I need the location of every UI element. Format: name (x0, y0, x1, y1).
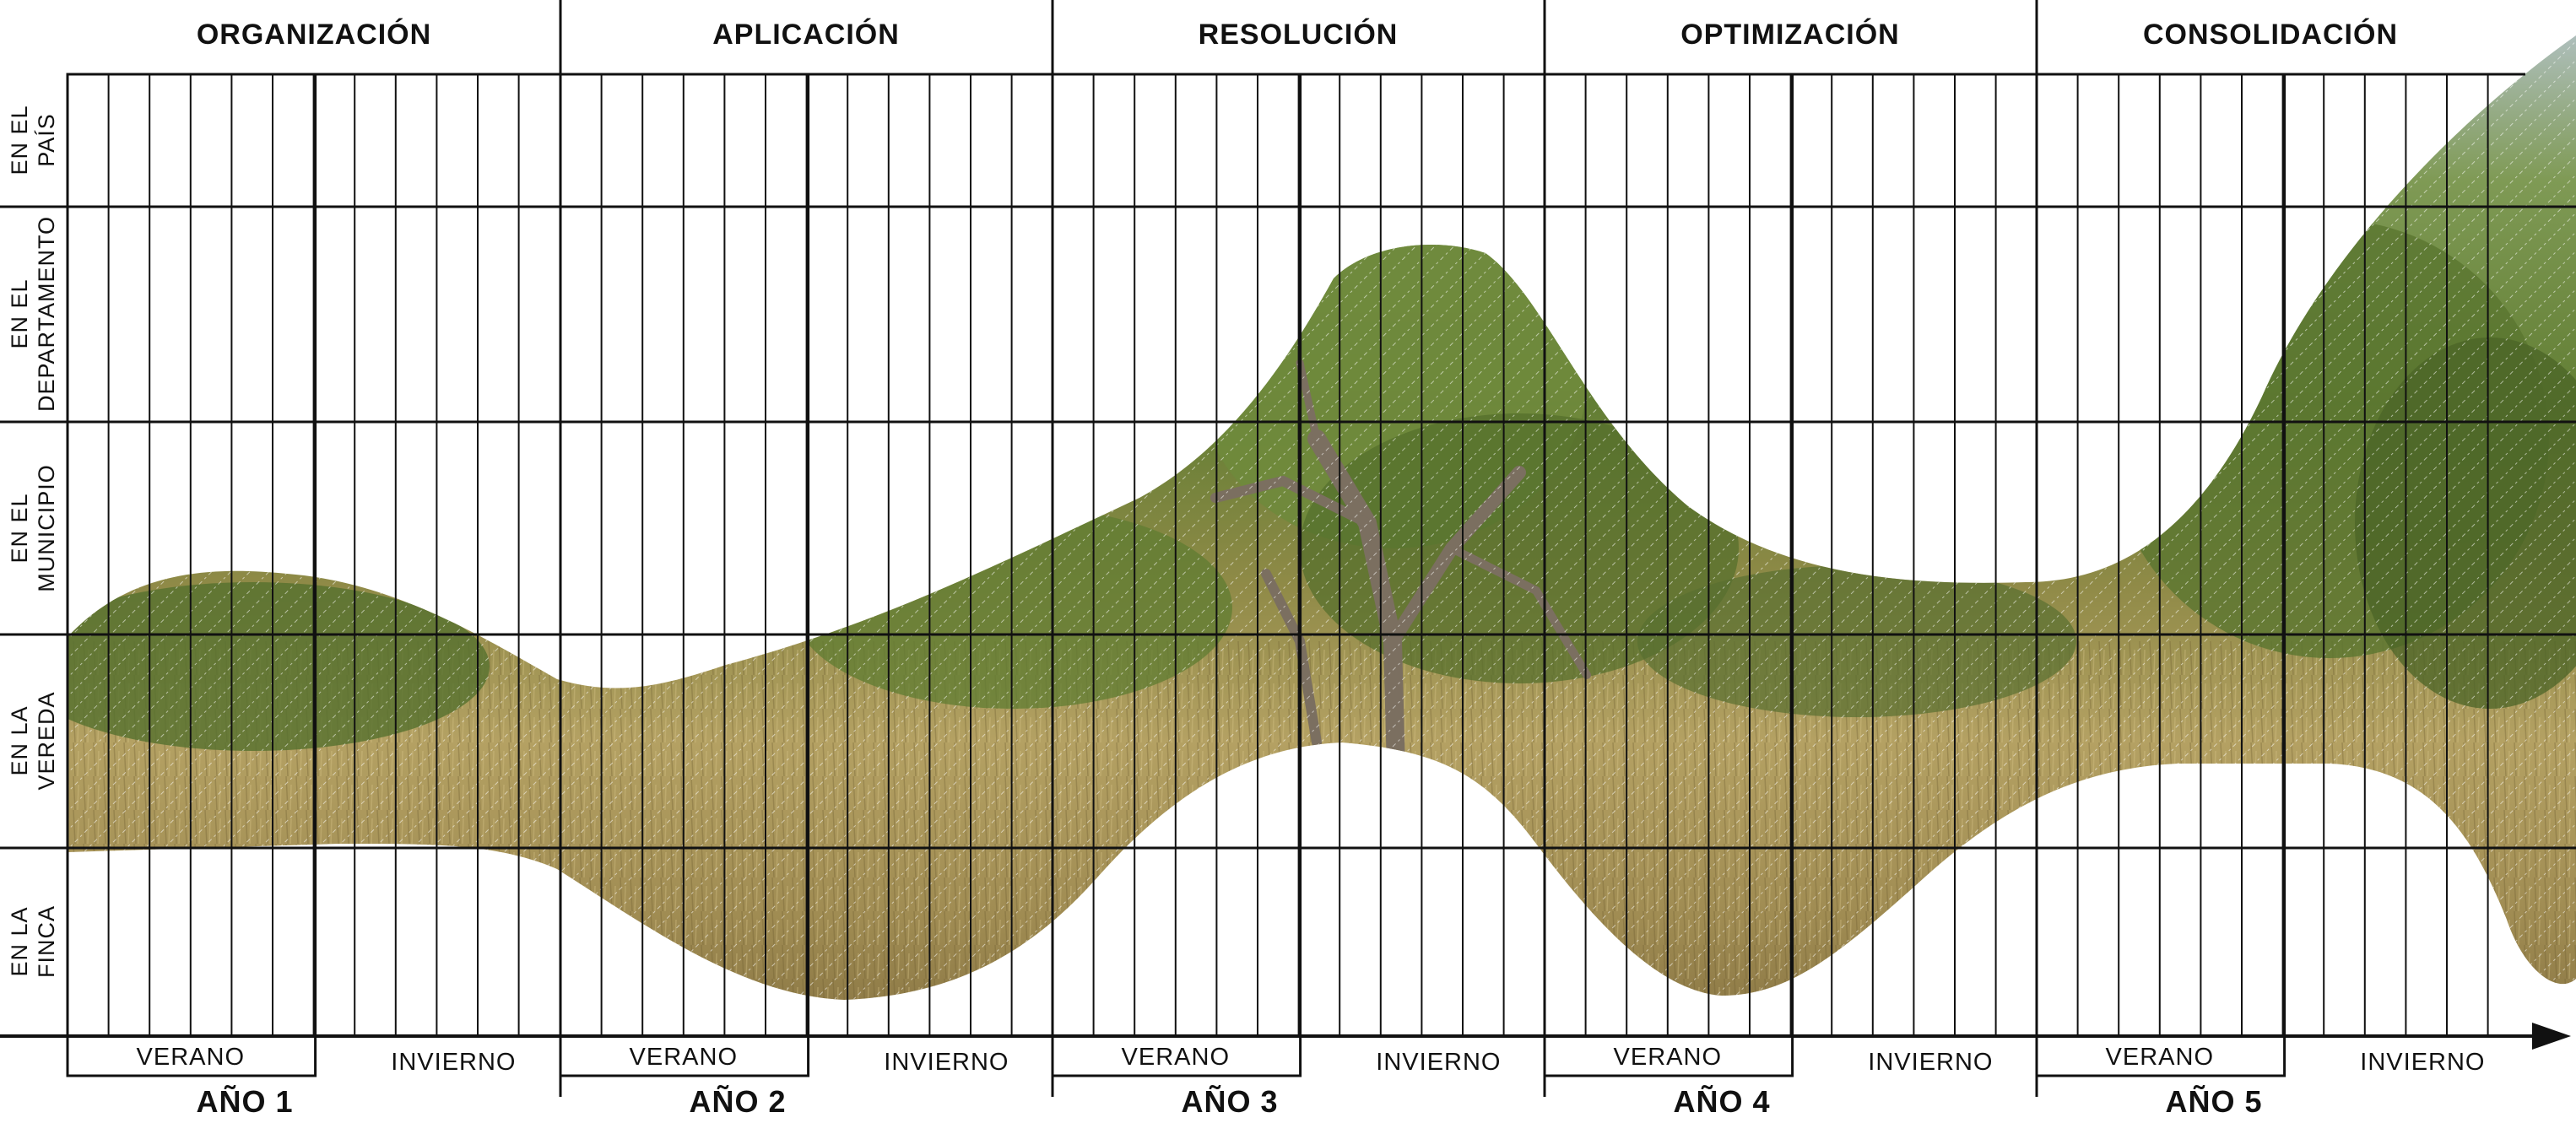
level-label-line1: EN EL (7, 105, 32, 175)
level-label-line2: MUNICIPIO (34, 464, 59, 592)
season-summer-label: VERANO (1614, 1044, 1722, 1071)
season-winter-label: INVIERNO (391, 1049, 516, 1076)
season-winter-label: INVIERNO (884, 1049, 1009, 1076)
level-label-line2: VEREDA (34, 691, 59, 790)
year-label: AÑO 4 (1673, 1083, 1770, 1119)
year-label: AÑO 5 (2165, 1083, 2262, 1119)
phase-label: RESOLUCIÓN (1199, 19, 1399, 51)
level-label: EN LA FINCA (7, 905, 59, 978)
season-winter-label: INVIERNO (1376, 1049, 1501, 1076)
level-label: EN LA VEREDA (7, 691, 59, 790)
year-label: AÑO 2 (689, 1083, 786, 1119)
season-summer-label: VERANO (1122, 1044, 1230, 1071)
year-label: AÑO 1 (196, 1083, 293, 1119)
season-summer-label: VERANO (630, 1044, 738, 1071)
level-label-line1: EN EL (7, 278, 32, 348)
level-label: EN EL PAÍS (7, 105, 59, 175)
level-label: EN EL MUNICIPIO (7, 464, 59, 592)
level-label-line2: DEPARTAMENTO (34, 216, 59, 412)
phase-label: APLICACIÓN (712, 19, 900, 51)
labels: ORGANIZACIÓN APLICACIÓN RESOLUCIÓN OPTIMIZA… (7, 19, 2485, 1119)
year-label: AÑO 3 (1181, 1083, 1278, 1119)
level-label-line1: EN LA (7, 906, 32, 976)
level-label-line1: EN LA (7, 705, 32, 775)
phase-label: CONSOLIDACIÓN (2143, 19, 2398, 51)
level-label: EN EL DEPARTAMENTO (7, 216, 59, 412)
season-summer-label: VERANO (137, 1044, 245, 1071)
phase-label: OPTIMIZACIÓN (1680, 19, 1899, 51)
grid (0, 0, 2576, 1097)
level-label-line2: PAÍS (34, 113, 59, 167)
season-winter-label: INVIERNO (1868, 1049, 1993, 1076)
arrow-right-icon (2532, 1023, 2571, 1050)
level-label-line1: EN EL (7, 493, 32, 563)
season-winter-label: INVIERNO (2360, 1049, 2485, 1076)
phase-label: ORGANIZACIÓN (197, 19, 431, 51)
level-label-line2: FINCA (34, 905, 59, 978)
season-summer-label: VERANO (2106, 1044, 2214, 1071)
